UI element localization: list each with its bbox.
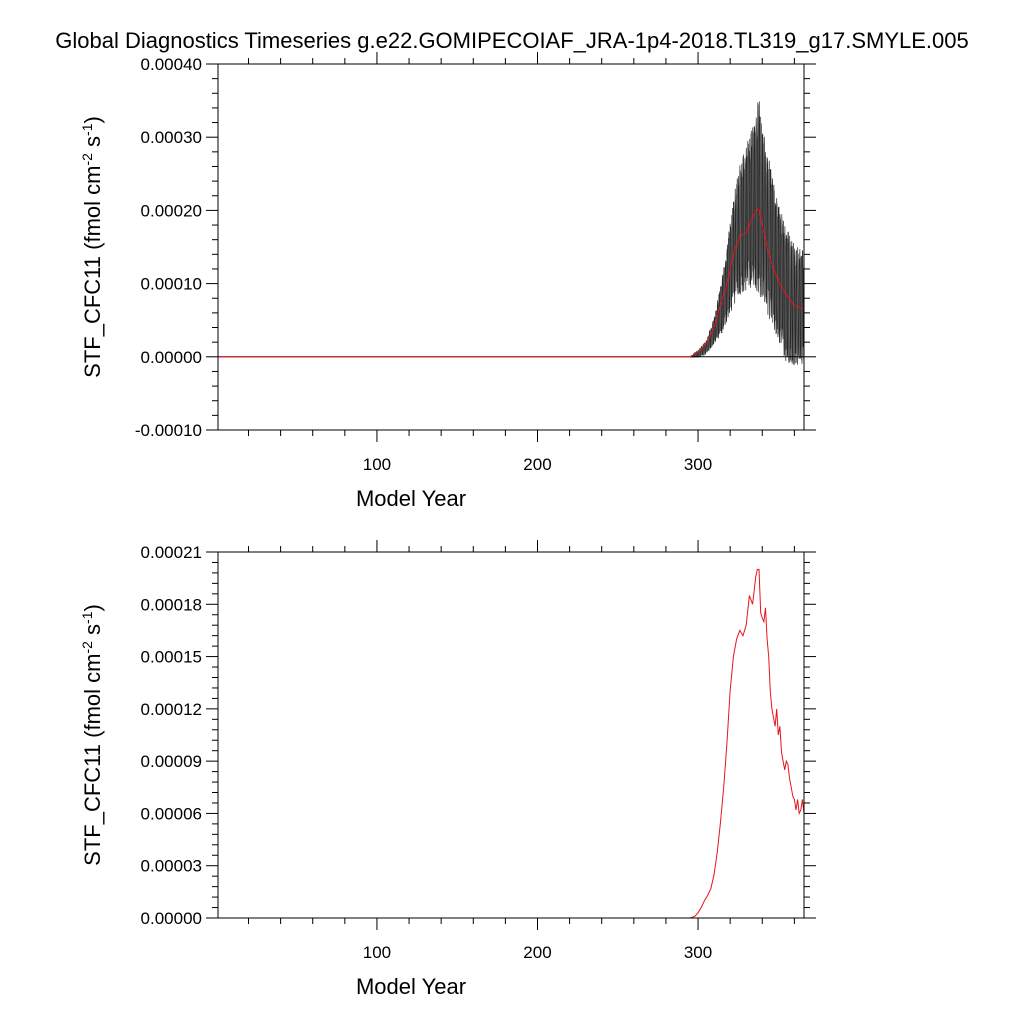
plot-area xyxy=(218,101,804,366)
y-tick-label: 0.00040 xyxy=(141,55,202,74)
x-tick-label: 200 xyxy=(523,455,551,474)
x-axis-label: Model Year xyxy=(356,486,466,511)
annual-mean-series-line xyxy=(218,208,804,358)
y-tick-label: 0.00030 xyxy=(141,128,202,147)
bottom-chart-panel: 0.00000 0.00003 0.00006 0.00009 0.00012 0.000… xyxy=(79,540,816,999)
y-tick-label: 0.00000 xyxy=(141,909,202,928)
x-tick-label: 300 xyxy=(684,455,712,474)
monthly-series-line xyxy=(218,101,804,366)
x-tick-label: 200 xyxy=(523,943,551,962)
top-chart-panel: -0.00010 0.00000 0.00010 0.00020 0.00030 0.00… xyxy=(79,52,816,511)
x-tick-label: 300 xyxy=(684,943,712,962)
x-tick-label: 100 xyxy=(363,455,391,474)
annual-mean-series-line xyxy=(218,568,804,918)
y-tick-label: 0.00003 xyxy=(141,857,202,876)
plot-area xyxy=(218,568,804,918)
y-tick-label: 0.00009 xyxy=(141,752,202,771)
figure-title: Global Diagnostics Timeseries g.e22.GOMI… xyxy=(55,28,968,53)
y-tick-label: 0.00006 xyxy=(141,804,202,823)
y-tick-label: 0.00010 xyxy=(141,275,202,294)
y-axis-label: STF_CFC11 (fmol cm-2 s-1) xyxy=(79,116,105,378)
x-tick-label: 100 xyxy=(363,943,391,962)
y-tick-label: -0.00010 xyxy=(135,421,202,440)
plot-frame xyxy=(217,551,805,919)
y-tick-label: 0.00000 xyxy=(141,348,202,367)
y-tick-label: 0.00018 xyxy=(141,595,202,614)
y-tick-label: 0.00015 xyxy=(141,648,202,667)
plot-frame xyxy=(217,63,805,431)
y-tick-label: 0.00021 xyxy=(141,543,202,562)
y-tick-label: 0.00012 xyxy=(141,700,202,719)
x-axis-label: Model Year xyxy=(356,974,466,999)
y-tick-label: 0.00020 xyxy=(141,201,202,220)
y-axis-label: STF_CFC11 (fmol cm-2 s-1) xyxy=(79,604,105,866)
